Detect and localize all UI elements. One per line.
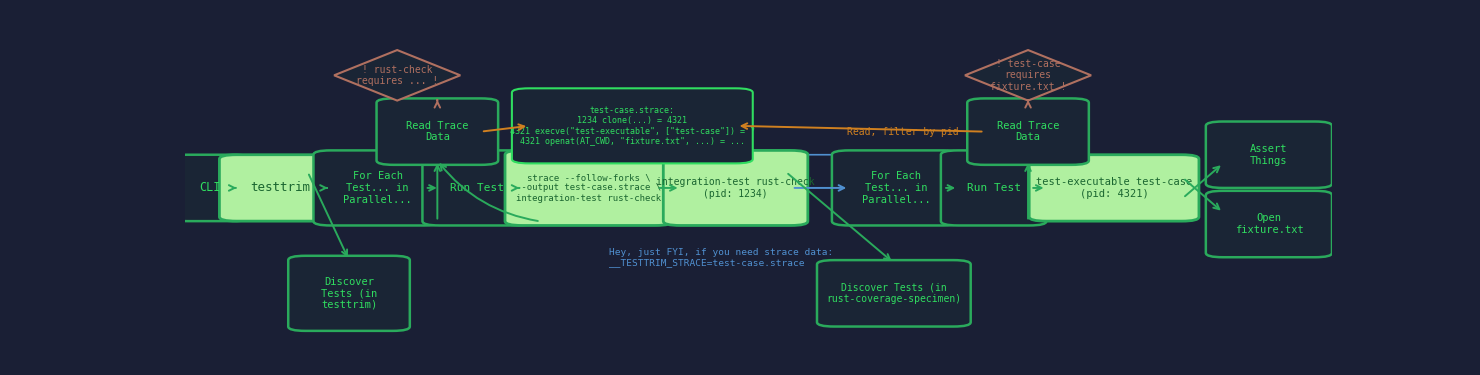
Text: CLI: CLI [200,182,221,194]
Text: For Each
Test... in
Parallel...: For Each Test... in Parallel... [861,171,931,204]
Text: Discover
Tests (in
testtrim): Discover Tests (in testtrim) [321,277,377,310]
Text: Discover Tests (in
rust-coverage-specimen): Discover Tests (in rust-coverage-specime… [826,282,962,304]
Text: Assert
Things: Assert Things [1251,144,1288,165]
FancyBboxPatch shape [1206,191,1332,257]
Text: For Each
Test... in
Parallel...: For Each Test... in Parallel... [343,171,411,204]
Text: strace --follow-forks \
--output test-case.strace \
integration-test rust-check: strace --follow-forks \ --output test-ca… [517,173,662,203]
Text: ! test-case
requires
fixture.txt !: ! test-case requires fixture.txt ! [990,59,1066,92]
FancyBboxPatch shape [968,98,1089,165]
FancyBboxPatch shape [832,150,961,225]
FancyBboxPatch shape [505,150,672,225]
Polygon shape [334,50,460,100]
Polygon shape [965,50,1091,100]
FancyBboxPatch shape [663,150,808,225]
FancyBboxPatch shape [1029,155,1199,221]
FancyBboxPatch shape [314,150,443,225]
Text: Read, filter by pid: Read, filter by pid [847,128,959,137]
FancyBboxPatch shape [170,155,250,221]
FancyBboxPatch shape [817,260,971,327]
Text: Read Trace
Data: Read Trace Data [406,121,469,142]
FancyBboxPatch shape [289,256,410,331]
Text: Hey, just FYI, if you need strace data:
__TESTTRIM_STRACE=test-case.strace: Hey, just FYI, if you need strace data: … [610,248,833,267]
FancyBboxPatch shape [422,150,533,225]
Text: test-case.strace:
1234 clone(...) = 4321
4321 execve("test-executable", ["test-c: test-case.strace: 1234 clone(...) = 4321… [509,106,755,146]
Text: Open
fixture.txt: Open fixture.txt [1234,213,1304,235]
Text: Run Test: Run Test [966,183,1021,193]
FancyBboxPatch shape [376,98,499,165]
Text: test-executable test-case
(pid: 4321): test-executable test-case (pid: 4321) [1036,177,1193,199]
Text: Run Test: Run Test [450,183,505,193]
FancyBboxPatch shape [1206,122,1332,188]
FancyBboxPatch shape [941,150,1046,225]
FancyBboxPatch shape [512,88,753,164]
Text: integration-test rust-check
(pid: 1234): integration-test rust-check (pid: 1234) [656,177,815,199]
Text: Read Trace
Data: Read Trace Data [998,121,1060,142]
FancyBboxPatch shape [219,155,340,221]
Text: ! rust-check
requires ... !: ! rust-check requires ... ! [357,64,438,86]
Text: testtrim: testtrim [250,182,311,194]
